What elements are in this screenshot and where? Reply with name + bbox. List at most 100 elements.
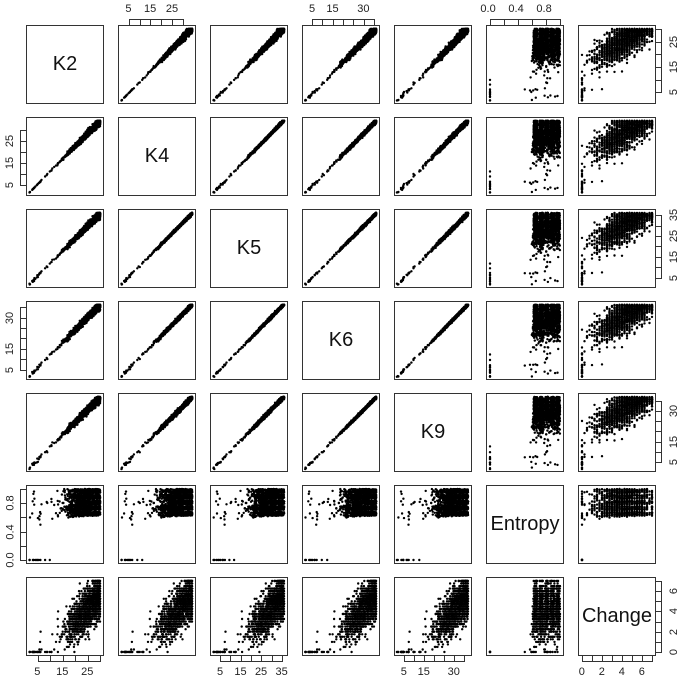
axis-tick bbox=[20, 489, 26, 490]
axis-tick bbox=[20, 152, 26, 154]
axis-tick-label: 5 bbox=[4, 367, 16, 373]
axis-tick bbox=[656, 591, 662, 593]
axis-tick bbox=[139, 19, 141, 25]
scatter-panel-change-vs-k9 bbox=[394, 577, 472, 656]
axis-tick bbox=[656, 441, 662, 443]
axis-tick-label: 0.0 bbox=[4, 551, 16, 570]
axis-tick bbox=[343, 19, 345, 25]
axis-tick-label: 0.8 bbox=[4, 494, 16, 513]
scatter-panel-k5-vs-k4 bbox=[118, 209, 196, 288]
axis-tick bbox=[332, 19, 334, 25]
axis-tick bbox=[652, 656, 653, 662]
scatter-panel-entropy-vs-k4 bbox=[118, 485, 196, 564]
axis-line bbox=[20, 307, 21, 371]
axis-tick-label: 30 bbox=[4, 311, 16, 323]
scatter-panel-entropy-vs-k6 bbox=[302, 485, 380, 564]
axis-tick bbox=[656, 79, 662, 81]
axis-tick-label: 5 bbox=[125, 3, 131, 15]
axis-tick bbox=[172, 19, 174, 25]
axis-tick-label: 15 bbox=[4, 157, 16, 169]
axis-tick bbox=[504, 19, 505, 25]
axis-tick-label: 30 bbox=[668, 405, 680, 417]
axis-line bbox=[661, 401, 662, 463]
axis-tick bbox=[656, 461, 662, 463]
axis-tick bbox=[20, 503, 26, 505]
axis-tick bbox=[592, 656, 593, 662]
scatter-panel-k4-vs-k6 bbox=[302, 117, 380, 196]
scatter-panel-k4-vs-k5 bbox=[210, 117, 288, 196]
scatter-panel-k9-vs-change bbox=[578, 393, 656, 472]
axis-tick bbox=[656, 277, 662, 279]
axis-tick-label: 35 bbox=[276, 666, 288, 678]
axis-tick bbox=[656, 631, 662, 633]
scatter-panel-k6-vs-k9 bbox=[394, 301, 472, 380]
axis-tick-label: 2 bbox=[668, 629, 680, 635]
axis-tick bbox=[464, 656, 465, 662]
axis-tick bbox=[656, 67, 662, 69]
axis-tick bbox=[582, 656, 583, 662]
axis-line bbox=[37, 661, 101, 662]
axis-tick bbox=[656, 246, 662, 248]
axis-tick bbox=[424, 656, 425, 662]
axis-tick-label: 5 bbox=[34, 666, 40, 678]
scatter-panel-k4-vs-k9 bbox=[394, 117, 472, 196]
scatter-panel-entropy-vs-k5 bbox=[210, 485, 288, 564]
variable-label: K2 bbox=[27, 26, 103, 103]
axis-tick-label: 25 bbox=[81, 666, 93, 678]
axis-tick bbox=[87, 656, 89, 662]
axis-tick bbox=[656, 652, 662, 653]
scatter-panel-k2-vs-entropy bbox=[486, 25, 564, 104]
axis-tick-label: 15 bbox=[668, 251, 680, 263]
scatter-panel-k5-vs-k6 bbox=[302, 209, 380, 288]
axis-tick-label: 4 bbox=[619, 666, 625, 678]
axis-tick-label: 25 bbox=[166, 3, 178, 15]
axis-tick bbox=[20, 359, 26, 361]
axis-tick bbox=[281, 656, 283, 662]
axis-tick-label: 15 bbox=[326, 3, 338, 15]
axis-tick-label: 15 bbox=[144, 3, 156, 15]
axis-tick bbox=[434, 656, 435, 662]
axis-tick bbox=[404, 656, 405, 662]
axis-tick-label: 30 bbox=[357, 3, 369, 15]
axis-tick bbox=[532, 19, 533, 25]
axis-tick bbox=[20, 517, 26, 519]
axis-tick bbox=[20, 129, 26, 131]
axis-tick bbox=[20, 307, 26, 309]
axis-tick bbox=[656, 621, 662, 623]
scatter-panel-k2-vs-k4 bbox=[118, 25, 196, 104]
axis-tick-label: 15 bbox=[668, 435, 680, 448]
scatter-panel-change-vs-k5 bbox=[210, 577, 288, 656]
axis-line bbox=[20, 489, 21, 561]
axis-tick-label: 6 bbox=[639, 666, 645, 678]
axis-line bbox=[490, 19, 561, 20]
scatter-panel-k2-vs-k9 bbox=[394, 25, 472, 104]
axis-tick bbox=[656, 581, 662, 582]
axis-tick-label: 0.0 bbox=[480, 3, 495, 15]
scatter-panel-entropy-vs-change bbox=[578, 485, 656, 564]
axis-tick bbox=[490, 19, 491, 25]
variable-label: K4 bbox=[119, 118, 195, 195]
axis-tick bbox=[656, 267, 662, 269]
axis-tick bbox=[656, 611, 662, 613]
axis-tick-label: 4 bbox=[668, 608, 680, 614]
axis-line bbox=[128, 19, 185, 20]
variable-label: Entropy bbox=[487, 486, 563, 563]
axis-tick-label: 15 bbox=[4, 343, 16, 355]
axis-tick bbox=[656, 411, 662, 413]
axis-tick bbox=[642, 656, 643, 662]
axis-tick bbox=[656, 401, 662, 403]
scatter-panel-k2-vs-change bbox=[578, 25, 656, 104]
axis-tick bbox=[20, 140, 26, 142]
axis-tick bbox=[656, 225, 662, 227]
scatter-panel-k5-vs-k9 bbox=[394, 209, 472, 288]
axis-tick bbox=[20, 338, 26, 340]
axis-tick bbox=[373, 19, 375, 25]
axis-tick bbox=[546, 19, 547, 25]
axis-tick-label: 6 bbox=[668, 588, 680, 594]
axis-tick bbox=[363, 19, 365, 25]
axis-tick bbox=[75, 656, 76, 662]
diagonal-panel-entropy: Entropy bbox=[486, 485, 564, 564]
axis-tick-label: 5 bbox=[401, 666, 407, 678]
diagonal-panel-k4: K4 bbox=[118, 117, 196, 196]
